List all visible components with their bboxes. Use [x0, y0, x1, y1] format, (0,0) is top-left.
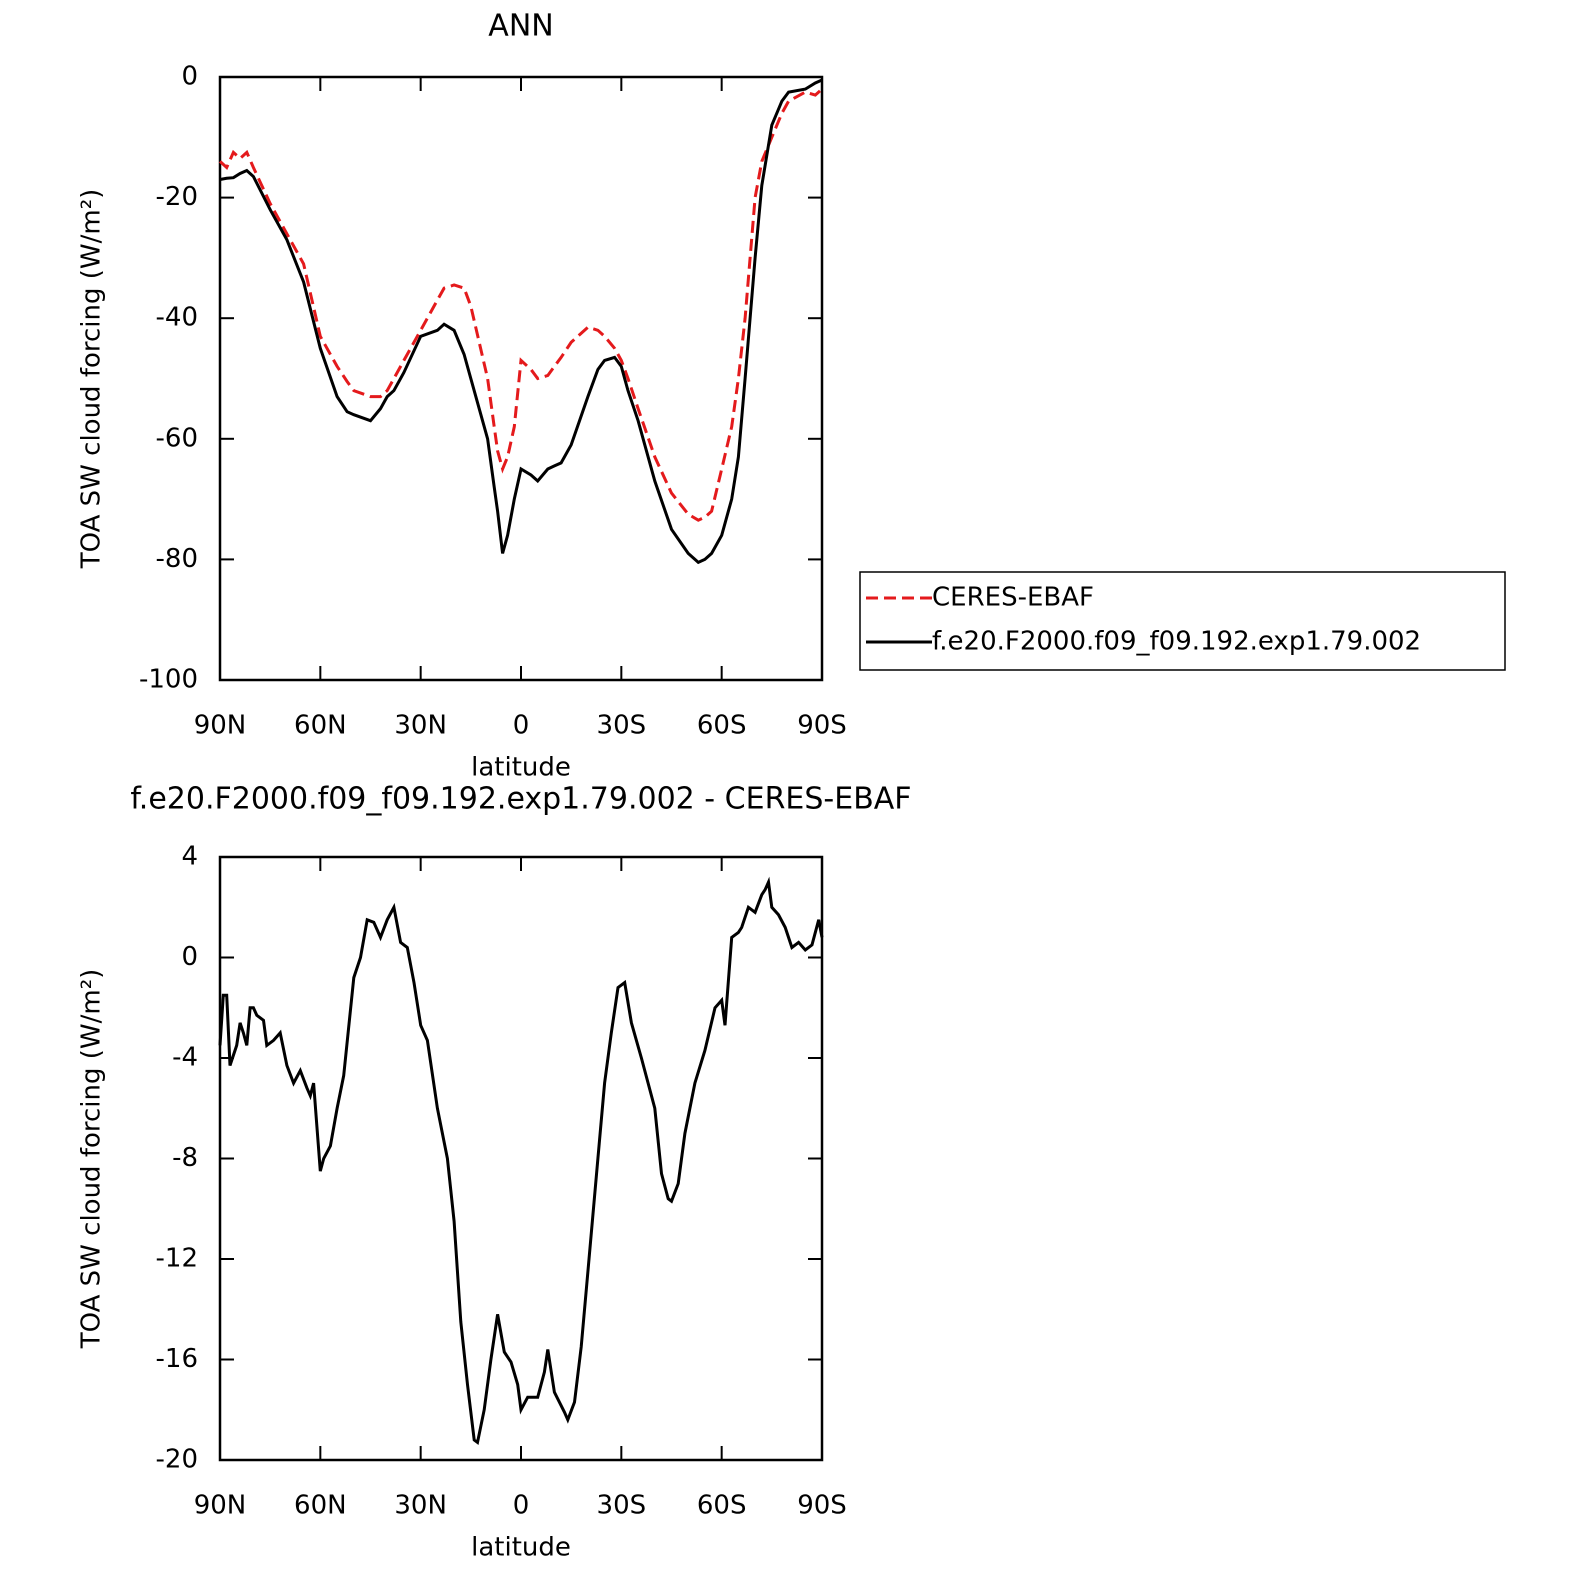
y-tick-label: -80 [156, 544, 198, 574]
legend-box [859, 571, 1506, 671]
data-line [218, 876, 824, 1446]
x-tick-label: 0 [513, 711, 530, 741]
y-tick-label: 4 [181, 842, 198, 872]
y-tick-label: -100 [139, 665, 198, 695]
x-tick-label: 30S [597, 1491, 647, 1521]
x-tick-label: 30N [394, 1491, 447, 1521]
x-tick-label: 90N [194, 1491, 247, 1521]
x-tick-label: 60S [697, 711, 747, 741]
y-tick-label: -12 [156, 1244, 198, 1274]
x-tick-label: 30S [597, 711, 647, 741]
y-axis-label: TOA SW cloud forcing (W/m²) [77, 189, 107, 570]
y-tick-label: -60 [156, 423, 198, 453]
y-tick-label: 0 [181, 942, 198, 972]
legend-label: f.e20.F2000.f09_f09.192.exp1.79.002 [932, 627, 1421, 657]
x-tick-label: 90S [797, 1491, 847, 1521]
chart-title: f.e20.F2000.f09_f09.192.exp1.79.002 - CE… [130, 782, 911, 817]
x-tick-label: 60N [294, 1491, 347, 1521]
plot-frame [218, 75, 824, 682]
chart-title: ANN [488, 9, 553, 44]
x-axis-label: latitude [471, 753, 571, 783]
x-tick-label: 30N [394, 711, 447, 741]
x-tick-label: 90N [194, 711, 247, 741]
x-tick-label: 90S [797, 711, 847, 741]
y-tick-label: -20 [156, 1445, 198, 1475]
y-tick-label: -16 [156, 1344, 198, 1374]
y-tick-label: -40 [156, 303, 198, 333]
y-tick-label: -8 [172, 1143, 198, 1173]
x-tick-label: 60N [294, 711, 347, 741]
y-tick-label: 0 [181, 62, 198, 92]
y-tick-label: -4 [172, 1043, 198, 1073]
y-axis-label: TOA SW cloud forcing (W/m²) [77, 969, 107, 1350]
x-tick-label: 0 [513, 1491, 530, 1521]
data-line [219, 78, 823, 565]
x-axis-label: latitude [471, 1533, 571, 1563]
y-tick-label: -20 [156, 182, 198, 212]
data-line [218, 87, 824, 522]
legend-label: CERES-EBAF [932, 583, 1094, 613]
x-tick-label: 60S [697, 1491, 747, 1521]
